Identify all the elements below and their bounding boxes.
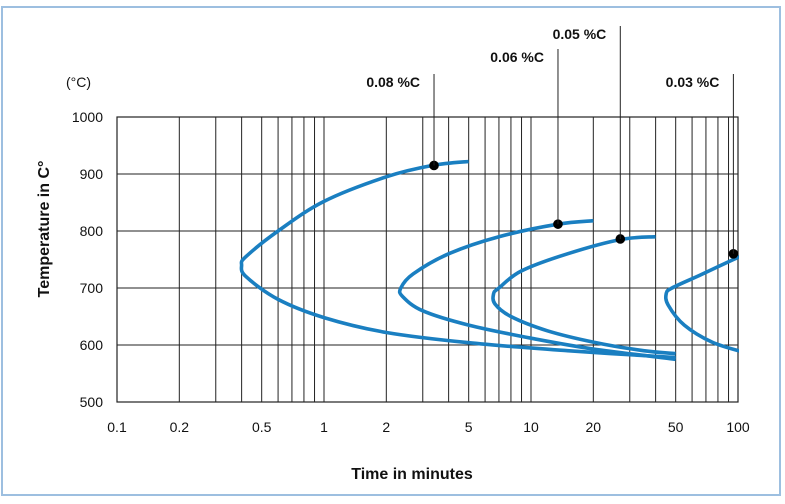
y-tick-label: 1000 — [72, 109, 103, 125]
grid — [116, 116, 739, 403]
annotation-0-06-C: 0.06 %C — [490, 49, 544, 65]
x-tick-label: 20 — [586, 419, 602, 435]
series-line-0-03-C — [663, 255, 739, 353]
y-unit-label: (°C) — [66, 74, 91, 90]
x-tick-label: 0.1 — [107, 419, 127, 435]
series-line-0-08-C — [239, 159, 676, 360]
annotation-0-08-C: 0.08 %C — [366, 74, 420, 90]
annotation-labels: 0.08 %C 0.06 %C 0.05 %C 0.03 %C — [366, 26, 719, 90]
x-axis-title: Time in minutes — [351, 466, 473, 483]
y-tick-label: 500 — [80, 394, 104, 410]
x-tick-label: 10 — [523, 419, 539, 435]
x-tick-label: 0.2 — [170, 419, 190, 435]
x-tick-label: 1 — [320, 419, 328, 435]
y-tick-label: 800 — [80, 223, 104, 239]
series-line-0-06-C — [397, 218, 676, 362]
series-curves — [239, 159, 739, 362]
annotation-0-03-C: 0.03 %C — [666, 74, 720, 90]
y-tick-label: 700 — [80, 280, 104, 296]
y-tick-labels: 500 600 700 800 900 1000 — [72, 109, 103, 410]
x-tick-labels: 0.1 0.2 0.5 1 2 5 10 20 50 100 — [107, 419, 750, 435]
plot-area-border — [116, 116, 739, 403]
chart-frame — [1, 6, 781, 496]
y-tick-label: 600 — [80, 337, 104, 353]
x-tick-label: 100 — [726, 419, 750, 435]
series-line-0-05-C — [491, 234, 676, 356]
x-tick-label: 2 — [382, 419, 390, 435]
y-tick-label: 900 — [80, 166, 104, 182]
y-axis-title: Temperature in C° — [36, 161, 53, 298]
annotation-leaders — [433, 26, 734, 254]
annotation-0-05-C: 0.05 %C — [553, 26, 607, 42]
x-tick-label: 5 — [465, 419, 473, 435]
x-tick-label: 0.5 — [252, 419, 272, 435]
x-tick-label: 50 — [668, 419, 684, 435]
